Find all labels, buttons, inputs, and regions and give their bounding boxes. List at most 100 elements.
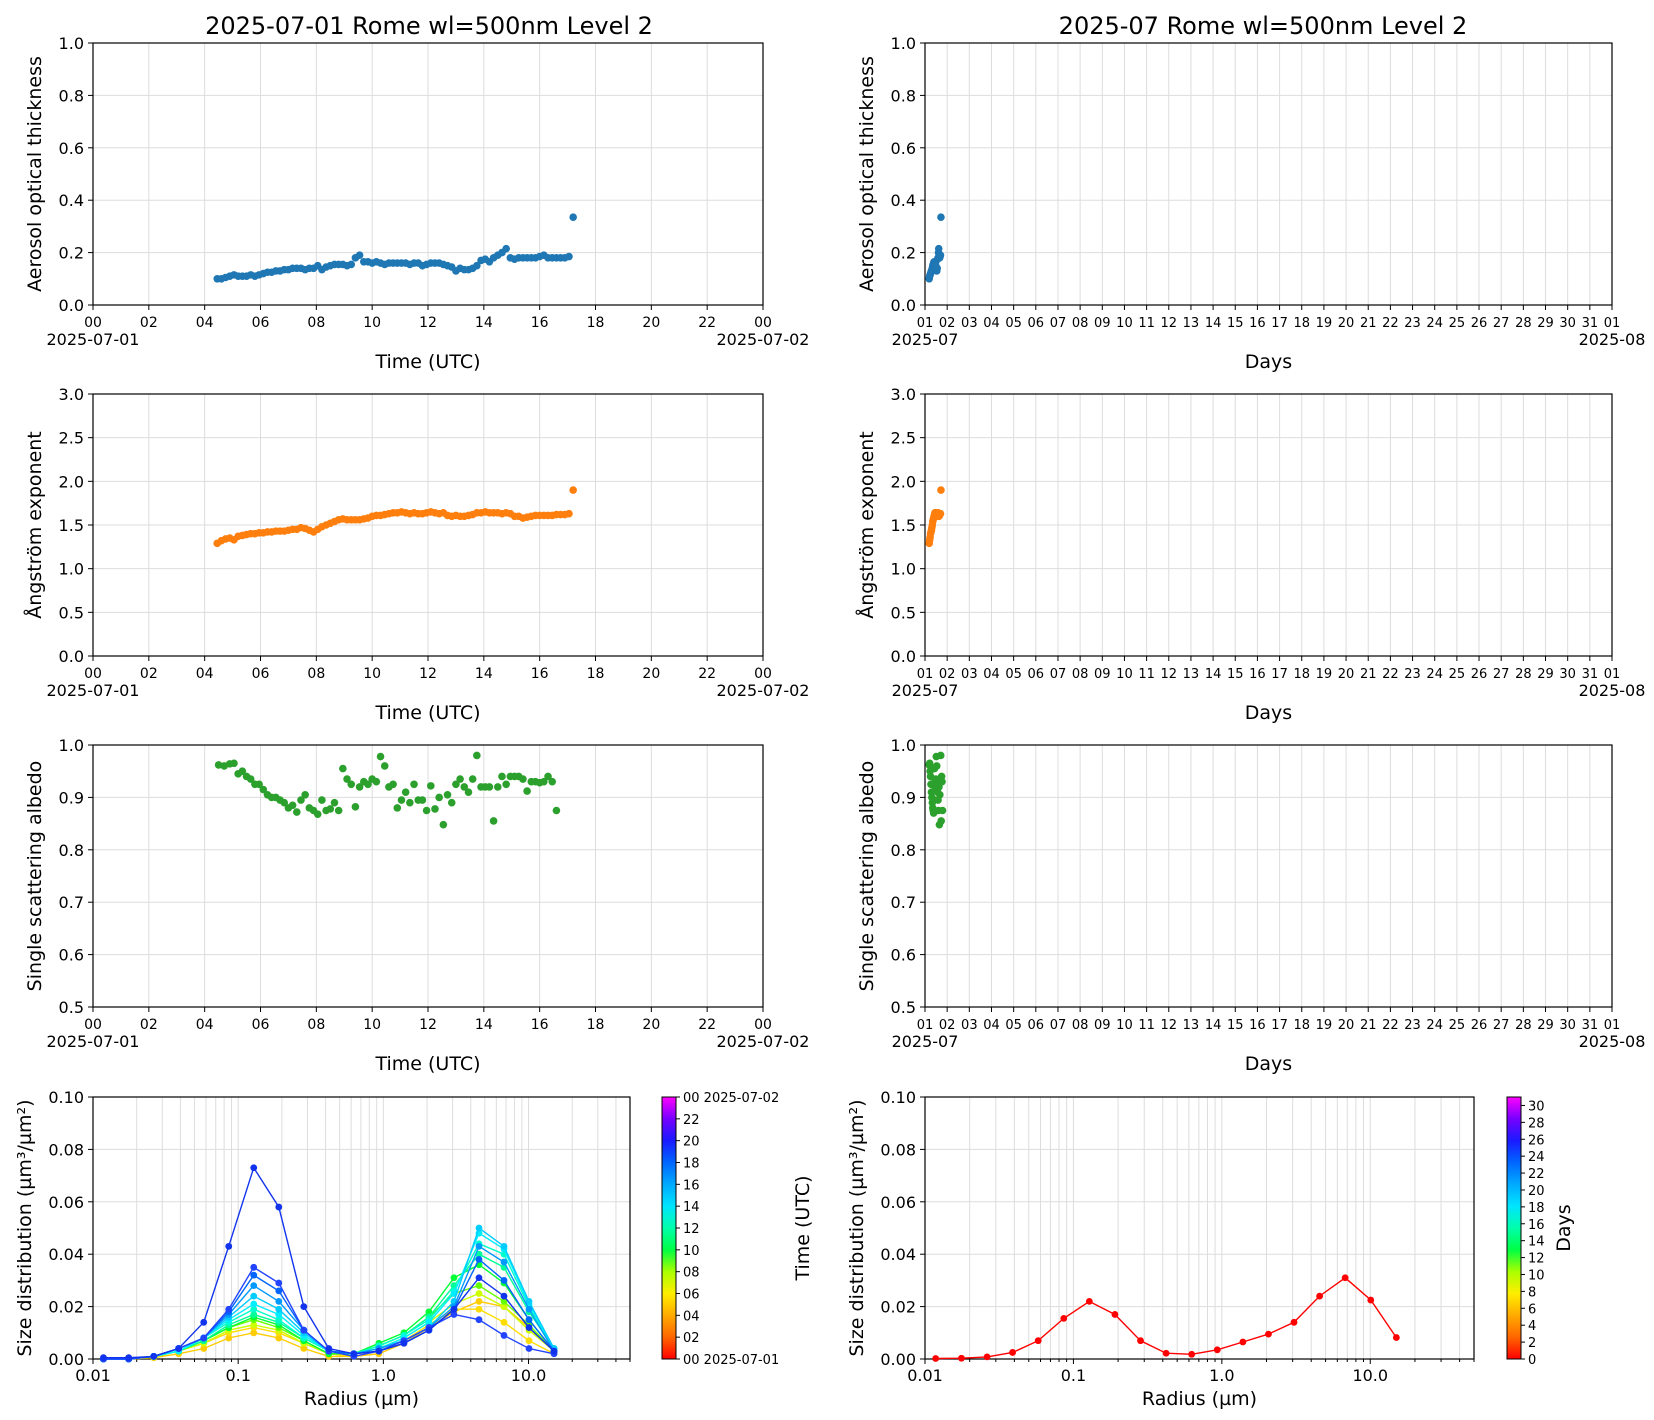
x-tick-label: 1.0 xyxy=(371,1366,396,1385)
x-tick-label: 04 xyxy=(983,316,1000,331)
x-tick-label: 10.0 xyxy=(1352,1366,1388,1385)
x-tick-label: 29 xyxy=(1537,316,1554,331)
data-point xyxy=(318,796,326,804)
series-marker xyxy=(425,1308,433,1316)
y-tick-label: 0.5 xyxy=(59,998,84,1017)
x-start-date-label: 2025-07-01 xyxy=(47,330,140,349)
series-marker xyxy=(100,1354,107,1362)
colorbar-tick-label: 20 xyxy=(683,1135,700,1150)
x-tick-label: 21 xyxy=(1360,316,1377,331)
x-tick-label: 19 xyxy=(1316,667,1333,682)
x-end-date-label: 2025-08 xyxy=(1579,681,1646,700)
data-point xyxy=(418,796,427,804)
series-marker xyxy=(1111,1311,1119,1318)
x-tick-label: 00 xyxy=(754,1017,772,1033)
series-marker xyxy=(250,1271,258,1279)
series-marker xyxy=(500,1303,508,1310)
y-tick-label: 0.0 xyxy=(59,647,84,666)
data-point xyxy=(301,790,309,799)
y-tick-label: 0.5 xyxy=(59,603,84,622)
data-point xyxy=(498,772,506,781)
colorbar-tick-label: 16 xyxy=(683,1178,700,1193)
series-marker xyxy=(475,1282,483,1290)
x-tick-label: 18 xyxy=(587,1017,605,1033)
series-marker xyxy=(350,1350,358,1358)
x-tick-label: 25 xyxy=(1449,316,1466,331)
series-marker xyxy=(275,1316,283,1324)
x-tick-label: 21 xyxy=(1360,667,1377,682)
x-tick-label: 08 xyxy=(307,666,325,682)
x-tick-label: 11 xyxy=(1138,316,1155,331)
data-point xyxy=(473,261,481,270)
x-tick-label: 00 xyxy=(84,1017,102,1033)
y-tick-label: 0.6 xyxy=(59,139,84,158)
colorbar-label: Days xyxy=(1553,1204,1575,1251)
x-tick-label: 10 xyxy=(363,1017,381,1033)
x-tick-label: 14 xyxy=(475,666,493,682)
x-tick-label: 01 xyxy=(1604,1018,1621,1033)
series-marker xyxy=(250,1329,258,1337)
x-start-date-label: 2025-07 xyxy=(892,1032,959,1051)
series-marker xyxy=(150,1352,158,1360)
x-tick-label: 07 xyxy=(1050,316,1067,331)
x-tick-label: 00 xyxy=(754,666,772,682)
colorbar-tick-label: 18 xyxy=(1528,1201,1545,1216)
data-point xyxy=(380,762,389,770)
data-point xyxy=(565,509,573,518)
x-tick-label: 04 xyxy=(196,1017,214,1033)
series-marker xyxy=(525,1297,533,1305)
y-tick-label: 0.7 xyxy=(891,893,916,912)
data-point xyxy=(343,775,351,783)
data-point xyxy=(485,783,494,791)
x-tick-label: 22 xyxy=(1382,667,1399,682)
x-end-date-label: 2025-07-02 xyxy=(717,1032,810,1051)
x-tick-label: 23 xyxy=(1404,667,1421,682)
data-point xyxy=(246,775,255,783)
data-point xyxy=(489,817,498,825)
data-point xyxy=(431,805,439,813)
x-tick-label: 08 xyxy=(1072,1018,1089,1033)
data-point xyxy=(548,777,557,786)
x-tick-label: 30 xyxy=(1559,1018,1576,1033)
data-point xyxy=(393,804,402,812)
series-marker xyxy=(475,1256,483,1263)
data-point xyxy=(255,780,263,789)
series-marker xyxy=(225,1334,233,1342)
data-point xyxy=(473,751,481,760)
series-marker xyxy=(525,1305,533,1313)
data-point xyxy=(334,806,343,815)
data-point xyxy=(238,767,247,775)
y-tick-label: 0.4 xyxy=(891,191,916,210)
series-marker xyxy=(275,1311,283,1318)
y-tick-label: 0.6 xyxy=(891,139,916,158)
colorbar-tick-label: 04 xyxy=(683,1309,700,1324)
y-tick-label: 0.7 xyxy=(59,893,84,912)
data-point xyxy=(938,806,947,815)
series-marker xyxy=(275,1334,283,1342)
x-tick-label: 22 xyxy=(698,315,716,331)
y-tick-label: 0.9 xyxy=(59,788,84,807)
x-tick-label: 20 xyxy=(642,315,660,331)
y-axis-label: Ångström exponent xyxy=(855,431,878,619)
series-marker xyxy=(275,1305,283,1313)
series-marker xyxy=(500,1332,508,1339)
series-marker xyxy=(983,1353,991,1361)
x-tick-label: 20 xyxy=(1338,316,1355,331)
series-marker xyxy=(550,1347,558,1355)
x-tick-label: 0.1 xyxy=(225,1366,250,1385)
x-tick-label: 13 xyxy=(1183,667,1200,682)
x-tick-label: 04 xyxy=(196,666,214,682)
data-point xyxy=(456,775,464,783)
series-marker xyxy=(1162,1349,1170,1357)
series-marker xyxy=(1188,1350,1196,1358)
x-axis-label: Days xyxy=(1245,1053,1292,1075)
colorbar-tick-label: 02 xyxy=(683,1331,700,1346)
data-point xyxy=(288,801,297,810)
y-tick-label: 3.0 xyxy=(59,385,84,404)
y-tick-label: 1.0 xyxy=(59,34,84,53)
data-point xyxy=(410,780,418,789)
y-tick-label: 0.5 xyxy=(891,998,916,1017)
x-tick-label: 15 xyxy=(1227,1018,1244,1033)
colorbar-tick-label: 6 xyxy=(1528,1302,1536,1317)
colorbar-tick-label: 8 xyxy=(1528,1285,1536,1300)
